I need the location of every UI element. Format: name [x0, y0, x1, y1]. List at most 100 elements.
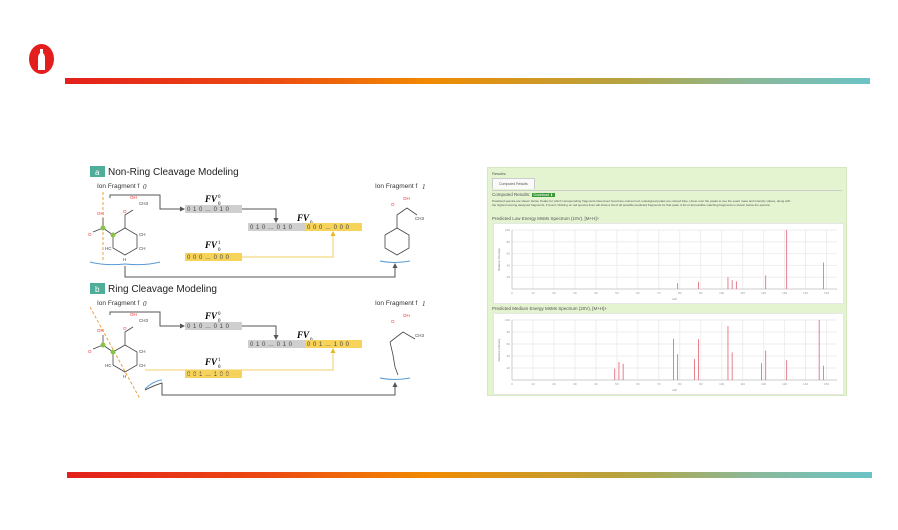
y-tick-label: 100 — [505, 228, 510, 232]
x-tick-label: 130 — [782, 382, 787, 386]
badge-letter: a — [95, 168, 100, 177]
x-tick-label: 90 — [699, 382, 703, 386]
x-tick-label: 30 — [573, 382, 577, 386]
atom-label: CH3 — [415, 333, 424, 338]
f1-bracket — [379, 260, 411, 263]
feature-vector-fv00 — [185, 322, 242, 330]
panel-badge — [90, 166, 105, 177]
fragment-bracket — [89, 261, 161, 266]
atom-label: OH — [403, 196, 410, 201]
fv-superscript: 1 — [218, 241, 221, 246]
x-tick-label: 100 — [719, 291, 724, 295]
feature-vector-fv0-gray-bits: 0 1 0 … 0 1 0 — [250, 225, 293, 231]
x-tick-label: 10 — [531, 291, 535, 295]
fv-label: FV — [204, 240, 218, 250]
x-tick-label: 100 — [719, 382, 724, 386]
x-tick-label: 20 — [552, 382, 556, 386]
panel-badge — [90, 283, 105, 294]
cleavage-modeling-diagram: a Non-Ring Cleavage Modeling Ion Fragment … — [88, 166, 426, 400]
results-heading: Results: — [492, 171, 507, 176]
x-tick-label: 80 — [678, 291, 682, 295]
arrow-to-fv0 — [242, 208, 279, 223]
chart-title-medium: Predicted Medium Energy MsMs Spectrum (2… — [492, 306, 608, 311]
fv-subscript: 0 — [218, 202, 221, 207]
medium-energy-spectrum: 0 10 20 30 40 50 60 70 80 90 100 110 120 130 140 150 20 4… — [493, 313, 844, 395]
x-tick-label: 120 — [761, 382, 766, 386]
atom-label: HC — [105, 246, 112, 251]
feature-vector-fv00-bits: 0 1 0 … 0 1 0 — [187, 324, 230, 330]
arrow-to-fv00 — [109, 194, 185, 212]
y-tick-label: 20 — [507, 275, 511, 279]
feature-vector-fv0-gray — [248, 223, 305, 231]
feature-vector-fv0-gray-bits: 0 1 0 … 0 1 0 — [250, 342, 293, 348]
chart-title-low: Predicted Low Energy MsMs Spectrum (10V)… — [492, 216, 600, 221]
x-axis-label: m/z — [672, 297, 677, 301]
subscript-1: 1 — [422, 300, 426, 308]
feature-vector-fv00 — [185, 205, 242, 213]
atom-label: O — [391, 202, 395, 207]
fv-label: FV — [204, 194, 218, 204]
feature-vector-fv0-yellow — [305, 340, 362, 348]
fv-superscript: 0 — [218, 195, 221, 200]
fv-subscript: 0 — [218, 248, 221, 253]
atom-label: CH — [139, 232, 146, 237]
tab-computed-results[interactable]: Computed Results — [492, 178, 535, 189]
atom-label: OH — [97, 328, 104, 333]
yellow-arrow — [242, 231, 336, 258]
x-tick-label: 130 — [782, 291, 787, 295]
atom-label: O — [88, 232, 92, 237]
atom-label: OH — [130, 312, 137, 317]
ion-fragment-f0-label: Ion Fragment f — [97, 183, 139, 190]
y-axis-label: Relative Intensity — [497, 248, 501, 271]
x-tick-label: 70 — [657, 382, 661, 386]
fv-label: FV — [204, 357, 218, 367]
atom-label: O — [123, 326, 127, 331]
atom-label: CH3 — [415, 216, 424, 221]
x-tick-label: 90 — [699, 291, 703, 295]
cleaved-atom — [110, 349, 116, 355]
x-tick-label: 150 — [824, 382, 829, 386]
x-axis-label: m/z — [672, 388, 677, 392]
fv-subscript: 0 — [218, 365, 221, 370]
atom-label: CH — [139, 246, 146, 251]
x-tick-label: 140 — [803, 291, 808, 295]
subscript-0: 0 — [143, 300, 147, 308]
atom-label: CH — [139, 349, 146, 354]
x-tick-label: 40 — [594, 382, 598, 386]
y-tick-label: 80 — [507, 240, 511, 244]
x-tick-label: 60 — [636, 291, 640, 295]
subscript-1: 1 — [422, 183, 426, 191]
y-tick-label: 60 — [507, 252, 511, 256]
top-gradient-bar — [65, 78, 870, 84]
y-axis-label: Relative Intensity — [497, 338, 501, 361]
atom-label: OH — [97, 211, 104, 216]
arrow-to-fv0 — [242, 325, 279, 340]
atom-label: OH — [130, 195, 137, 200]
y-tick-label: 80 — [507, 330, 511, 334]
cleaved-atom — [100, 225, 106, 231]
arrow-to-f1 — [144, 382, 398, 396]
y-tick-label: 40 — [507, 354, 511, 358]
ion-fragment-f1-label: Ion Fragment f — [375, 300, 417, 307]
feature-vector-fv01 — [185, 253, 242, 261]
download-button[interactable]: Download ⬇ — [531, 193, 556, 197]
x-tick-label: 0 — [511, 382, 513, 386]
y-tick-label: 60 — [507, 342, 511, 346]
yellow-arrow — [145, 348, 336, 371]
x-tick-label: 120 — [761, 291, 766, 295]
arrow-to-f1 — [124, 263, 398, 278]
x-tick-label: 150 — [824, 291, 829, 295]
benzene-ring-f0 — [112, 326, 138, 373]
x-tick-label: 60 — [636, 382, 640, 386]
subscript-0: 0 — [143, 183, 147, 191]
atom-label: HC — [105, 363, 112, 368]
feature-vector-fv00-bits: 0 1 0 … 0 1 0 — [187, 207, 230, 213]
atom-label: O — [391, 319, 395, 324]
results-description: Predicted spectra are shown below. Peaks… — [492, 199, 791, 207]
feature-vector-fv0-yellow-bits: 0 0 1 … 1 0 0 — [307, 342, 350, 348]
x-tick-label: 110 — [740, 291, 745, 295]
y-tick-label: 20 — [507, 366, 511, 370]
badge-letter: b — [95, 285, 100, 294]
low-energy-spectrum: 0 10 20 30 40 50 60 70 80 90 100 110 120 130 140 150 20 4… — [493, 223, 844, 304]
